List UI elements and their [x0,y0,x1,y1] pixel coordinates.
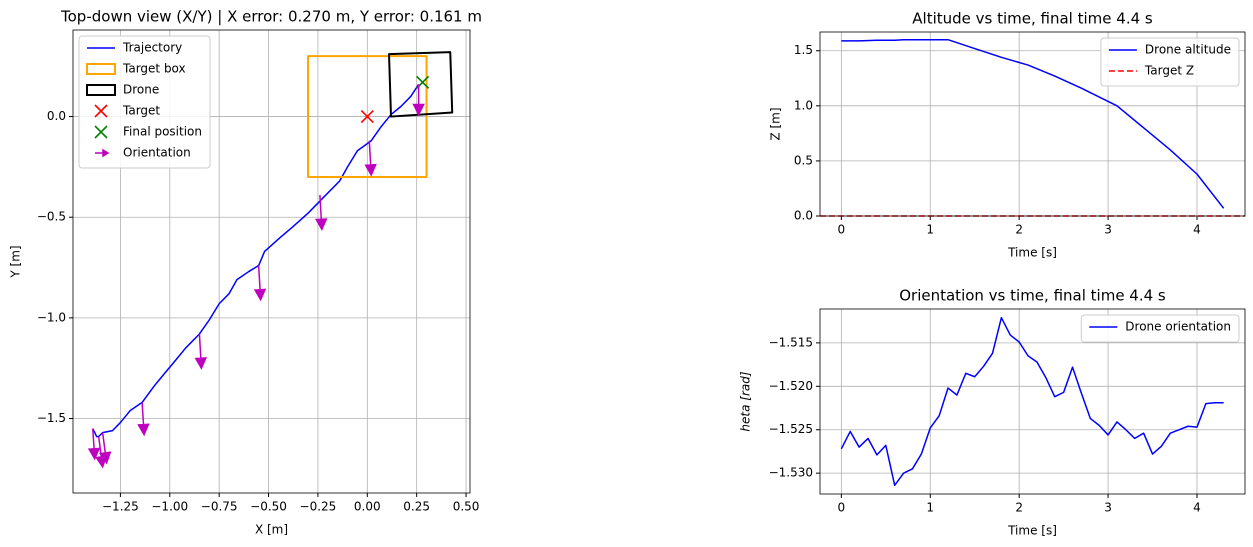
x-tick-label: 4 [1193,501,1201,515]
x-tick-label: 0 [838,223,846,237]
y-tick-label: −1.515 [769,335,813,349]
legend-label: Target box [122,62,186,76]
x-tick-label: −1.25 [102,500,139,514]
legend-box [78,35,211,169]
x-tick-label: 3 [1104,223,1112,237]
y-tick-label: 0.0 [794,209,813,223]
legend-handle [94,104,108,118]
orientation-arrow [194,333,207,370]
y-tick-label: −1.0 [37,310,66,324]
axes-frame [819,31,1246,217]
point-marker [360,109,374,124]
polygon [307,55,428,178]
y-tick-label: 1.5 [794,43,813,57]
legend-label: Drone orientation [1125,320,1231,334]
x-axis-label: Time [s] [1007,246,1057,260]
y-axis-label: heta [rad] [739,371,753,431]
legend-label: Trajectory [122,41,182,55]
line-series [840,316,1224,487]
orientation-arrow [87,428,101,461]
legend-handle [86,63,116,75]
chart-title: Top-down view (X/Y) | X error: 0.270 m, … [60,8,482,26]
legend-handle [86,84,116,96]
x-tick-label: −0.25 [300,500,337,514]
legend-box [1080,314,1240,343]
y-tick-label: −1.520 [769,379,813,393]
x-tick-label: −1.00 [151,500,188,514]
x-axis-label: X [m] [255,523,288,537]
legend-label: Orientation [123,146,191,160]
y-tick-label: −1.530 [769,466,813,480]
orientation-arrow [364,140,377,177]
y-tick-label: −0.5 [37,210,66,224]
x-tick-label: 2 [1015,501,1023,515]
axes-frame [72,29,471,494]
x-tick-label: 1 [926,501,934,515]
x-tick-label: 0.25 [403,500,430,514]
legend-handle [95,148,110,158]
orientation-arrow [137,402,150,437]
x-tick-label: 0.50 [453,500,480,514]
y-axis-label: Y [m] [9,245,23,278]
y-tick-label: 0.5 [794,153,813,167]
chart-title: Orientation vs time, final time 4.4 s [899,287,1166,305]
x-tick-label: 3 [1104,501,1112,515]
x-tick-label: 0.00 [354,500,381,514]
x-tick-label: 0 [838,501,846,515]
legend-label: Drone [123,83,159,97]
y-tick-label: 0.0 [47,109,66,123]
polygon [388,51,454,118]
legend: Drone orientation [1080,314,1240,343]
y-tick-label: −1.5 [37,411,66,425]
legend-label: Drone altitude [1145,43,1231,57]
legend-label: Target Z [1144,64,1194,78]
x-tick-label: 4 [1193,223,1201,237]
y-axis-label: Z [m] [769,107,783,140]
y-tick-label: −1.525 [769,422,813,436]
orientation-arrow [412,84,425,117]
x-tick-label: 2 [1015,223,1023,237]
x-tick-label: 1 [926,223,934,237]
x-tick-label: −0.50 [250,500,287,514]
legend: Trajectory Target box Drone Target Final pos… [78,35,211,169]
legend-label: Target [122,104,160,118]
legend-handle [94,125,108,139]
orientation-arrow [99,432,112,465]
y-tick-label: 1.0 [794,98,813,112]
chart-title: Altitude vs time, final time 4.4 s [912,10,1153,28]
legend: Drone altitude Target Z [1100,37,1240,87]
axes-frame [819,308,1246,495]
legend-label: Final position [123,125,202,139]
line-series [841,38,1225,209]
x-axis-label: Time [s] [1007,524,1057,538]
orientation-arrow [253,265,267,302]
x-tick-label: −0.75 [201,500,238,514]
line-series [92,83,420,438]
orientation-arrow [315,195,328,231]
